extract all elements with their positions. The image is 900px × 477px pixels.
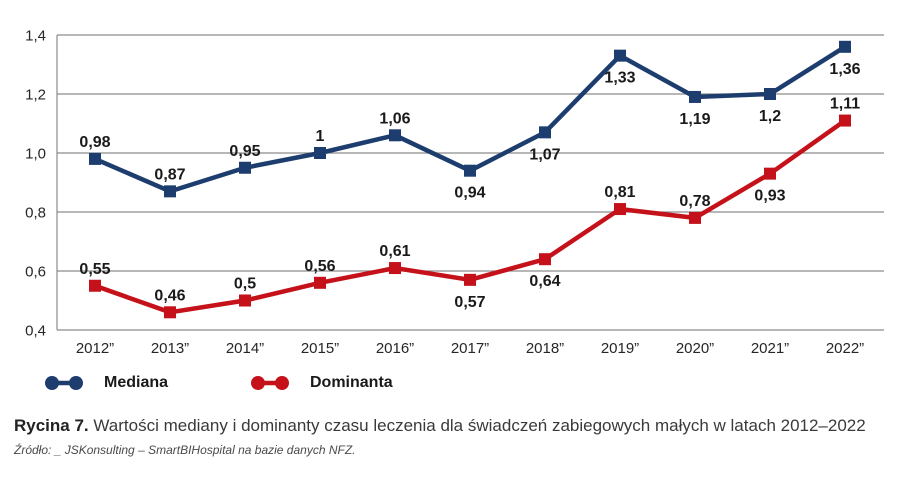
value-label-dominanta: 0,93: [754, 188, 785, 205]
y-axis-tick-label: 0,8: [25, 205, 46, 222]
data-point-marker-dominanta: [614, 203, 626, 216]
value-label-dominanta: 0,56: [304, 258, 335, 275]
data-point-marker-dominanta: [89, 279, 101, 292]
legend-item-dominanta: Dominanta: [250, 374, 393, 392]
data-point-marker-dominanta: [839, 114, 851, 127]
data-point-marker-dominanta: [239, 294, 251, 307]
value-label-mediana: 1: [316, 128, 325, 145]
data-point-marker-dominanta: [314, 276, 326, 289]
data-point-marker-dominanta: [764, 167, 776, 180]
x-axis-tick-label: 2017”: [451, 340, 489, 357]
value-label-dominanta: 0,46: [154, 287, 185, 304]
value-label-mediana: 0,87: [154, 166, 185, 183]
chart-legend: Mediana Dominanta: [0, 374, 900, 398]
legend-item-mediana: Mediana: [44, 374, 168, 392]
y-axis-tick-label: 0,6: [25, 264, 46, 281]
value-label-dominanta: 0,81: [604, 184, 635, 201]
figure-caption-prefix: Rycina 7.: [14, 416, 89, 435]
value-label-mediana: 1,06: [379, 110, 410, 127]
value-label-mediana: 1,07: [529, 146, 560, 163]
figure-caption-text: Wartości mediany i dominanty czasu lecze…: [88, 416, 866, 435]
figure-caption: Rycina 7. Wartości mediany i dominanty c…: [14, 416, 890, 436]
y-axis-tick-label: 1,4: [25, 28, 46, 45]
mediana-line-marker-icon: [45, 376, 83, 390]
x-axis-tick-label: 2022”: [826, 340, 864, 357]
value-label-dominanta: 0,5: [234, 276, 256, 293]
x-axis-tick-label: 2012”: [76, 340, 114, 357]
value-label-dominanta: 0,57: [454, 294, 485, 311]
x-axis-tick-label: 2019”: [601, 340, 639, 357]
data-point-marker-mediana: [689, 90, 701, 103]
value-label-mediana: 0,98: [79, 134, 110, 151]
data-point-marker-mediana: [764, 88, 776, 100]
data-point-marker-dominanta: [539, 253, 551, 266]
data-point-marker-mediana: [539, 126, 551, 139]
data-point-marker-mediana: [239, 161, 251, 174]
value-label-mediana: 1,2: [759, 108, 781, 125]
data-point-marker-dominanta: [464, 273, 476, 286]
value-label-mediana: 1,33: [604, 70, 635, 87]
data-point-marker-dominanta: [689, 211, 701, 224]
data-point-marker-mediana: [614, 49, 626, 62]
x-axis-tick-label: 2013”: [151, 340, 189, 357]
value-label-dominanta: 1,11: [830, 96, 860, 113]
value-label-mediana: 1,19: [679, 111, 710, 128]
value-label-dominanta: 0,64: [529, 273, 560, 290]
x-axis-tick-label: 2015”: [301, 340, 339, 357]
value-label-dominanta: 0,78: [679, 193, 710, 210]
y-axis-tick-label: 1,0: [25, 146, 46, 163]
x-axis-tick-label: 2016”: [376, 340, 414, 357]
x-axis-tick-label: 2014”: [226, 340, 264, 357]
x-axis-tick-label: 2021”: [751, 340, 789, 357]
data-point-marker-mediana: [164, 185, 176, 198]
data-point-marker-dominanta: [164, 306, 176, 319]
chart-svg: 0,4 0,6 0,8 1,0 1,2 1,4 2012” 2013” 2014” 2015” 20…: [25, 28, 884, 357]
data-point-marker-mediana: [314, 147, 326, 159]
value-label-mediana: 0,94: [454, 185, 485, 202]
dominanta-line-marker-icon: [251, 376, 289, 390]
data-point-marker-mediana: [389, 129, 401, 142]
legend-label-dominanta: Dominanta: [310, 374, 393, 391]
data-point-marker-mediana: [839, 40, 851, 53]
value-label-dominanta: 0,61: [379, 243, 410, 260]
x-axis-tick-label: 2018”: [526, 340, 564, 357]
value-label-mediana: 1,36: [829, 61, 860, 78]
x-axis-tick-label: 2020”: [676, 340, 714, 357]
figure-source: Źródło: _ JSKonsulting – SmartBIHospital…: [14, 443, 356, 457]
data-point-marker-dominanta: [389, 262, 401, 275]
data-point-marker-mediana: [464, 164, 476, 177]
y-axis-tick-label: 1,2: [25, 87, 46, 104]
y-axis-tick-label: 0,4: [25, 323, 46, 340]
data-point-marker-mediana: [89, 152, 101, 165]
legend-label-mediana: Mediana: [104, 374, 169, 391]
value-label-mediana: 0,95: [229, 143, 260, 160]
value-label-dominanta: 0,55: [79, 261, 110, 278]
